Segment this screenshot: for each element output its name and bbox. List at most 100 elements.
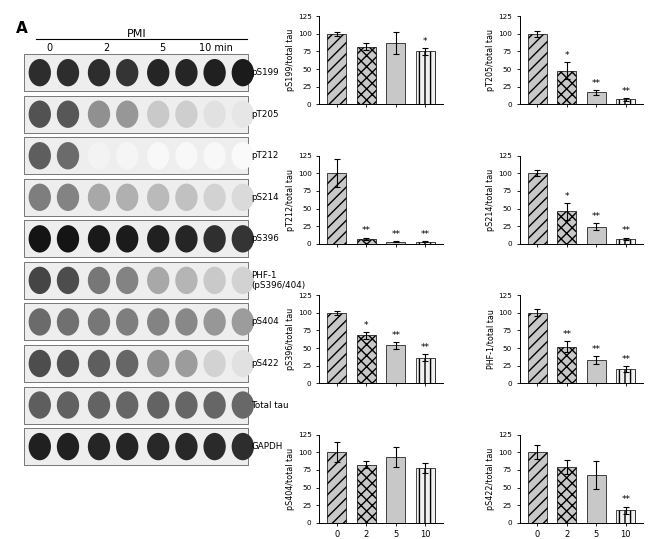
- Ellipse shape: [88, 433, 110, 460]
- Y-axis label: pS404/total tau: pS404/total tau: [286, 447, 295, 510]
- Ellipse shape: [176, 433, 198, 460]
- Ellipse shape: [147, 350, 170, 377]
- Text: pT212: pT212: [252, 151, 279, 160]
- Ellipse shape: [231, 142, 254, 169]
- Text: **: **: [621, 495, 630, 505]
- Bar: [416, 358, 435, 383]
- Ellipse shape: [57, 267, 79, 294]
- Bar: [386, 345, 406, 383]
- Ellipse shape: [116, 184, 138, 211]
- Ellipse shape: [88, 391, 110, 419]
- Ellipse shape: [231, 184, 254, 211]
- FancyBboxPatch shape: [24, 96, 248, 133]
- Y-axis label: pT212/total tau: pT212/total tau: [286, 169, 295, 231]
- Ellipse shape: [231, 225, 254, 253]
- Ellipse shape: [29, 59, 51, 86]
- Ellipse shape: [147, 101, 170, 128]
- Ellipse shape: [231, 391, 254, 419]
- Ellipse shape: [176, 101, 198, 128]
- Bar: [557, 71, 577, 105]
- Text: **: **: [592, 212, 601, 222]
- Ellipse shape: [29, 142, 51, 169]
- Y-axis label: pS396/total tau: pS396/total tau: [286, 308, 295, 370]
- Ellipse shape: [57, 391, 79, 419]
- FancyBboxPatch shape: [24, 220, 248, 257]
- Bar: [528, 452, 547, 523]
- Text: *: *: [565, 192, 569, 201]
- Ellipse shape: [57, 142, 79, 169]
- Text: 5: 5: [159, 43, 166, 52]
- Ellipse shape: [116, 308, 138, 336]
- Ellipse shape: [176, 225, 198, 253]
- Ellipse shape: [88, 184, 110, 211]
- Bar: [357, 335, 376, 383]
- Text: PMI: PMI: [127, 29, 147, 39]
- Text: 0: 0: [47, 43, 53, 52]
- Ellipse shape: [29, 308, 51, 336]
- FancyBboxPatch shape: [24, 54, 248, 91]
- Text: pS422: pS422: [252, 359, 279, 368]
- Text: pS199: pS199: [252, 68, 279, 77]
- Bar: [328, 34, 346, 105]
- FancyBboxPatch shape: [24, 345, 248, 382]
- Ellipse shape: [116, 142, 138, 169]
- Text: **: **: [421, 343, 430, 353]
- Text: **: **: [391, 230, 400, 239]
- Text: pS214: pS214: [252, 193, 279, 202]
- Text: *: *: [423, 37, 428, 46]
- Ellipse shape: [203, 142, 226, 169]
- Bar: [587, 360, 606, 383]
- Ellipse shape: [176, 142, 198, 169]
- Y-axis label: pS214/total tau: pS214/total tau: [486, 169, 495, 231]
- Bar: [528, 34, 547, 105]
- Bar: [328, 313, 346, 383]
- Ellipse shape: [147, 391, 170, 419]
- Bar: [357, 46, 376, 105]
- Bar: [587, 475, 606, 523]
- Ellipse shape: [147, 433, 170, 460]
- Text: **: **: [621, 355, 630, 364]
- Ellipse shape: [203, 184, 226, 211]
- Ellipse shape: [231, 267, 254, 294]
- Ellipse shape: [176, 267, 198, 294]
- Ellipse shape: [147, 142, 170, 169]
- Bar: [616, 369, 636, 383]
- Text: **: **: [621, 226, 630, 236]
- Ellipse shape: [29, 184, 51, 211]
- Bar: [557, 347, 577, 383]
- Text: **: **: [421, 230, 430, 239]
- Ellipse shape: [147, 225, 170, 253]
- FancyBboxPatch shape: [24, 428, 248, 465]
- Ellipse shape: [29, 225, 51, 253]
- Y-axis label: PHF-1/total tau: PHF-1/total tau: [486, 309, 495, 369]
- Ellipse shape: [29, 350, 51, 377]
- Ellipse shape: [88, 350, 110, 377]
- Ellipse shape: [116, 391, 138, 419]
- Text: **: **: [592, 79, 601, 88]
- Ellipse shape: [57, 225, 79, 253]
- Text: *: *: [565, 51, 569, 60]
- Ellipse shape: [88, 142, 110, 169]
- Bar: [357, 239, 376, 244]
- Ellipse shape: [203, 433, 226, 460]
- Ellipse shape: [147, 308, 170, 336]
- Bar: [328, 173, 346, 244]
- Ellipse shape: [29, 267, 51, 294]
- Ellipse shape: [203, 101, 226, 128]
- FancyBboxPatch shape: [24, 137, 248, 174]
- Bar: [328, 452, 346, 523]
- Ellipse shape: [88, 225, 110, 253]
- Ellipse shape: [231, 308, 254, 336]
- Ellipse shape: [203, 267, 226, 294]
- Y-axis label: pT205/total tau: pT205/total tau: [486, 29, 495, 91]
- Ellipse shape: [231, 433, 254, 460]
- Ellipse shape: [57, 101, 79, 128]
- Ellipse shape: [231, 59, 254, 86]
- Bar: [386, 43, 406, 105]
- Bar: [616, 100, 636, 105]
- FancyBboxPatch shape: [24, 179, 248, 216]
- Bar: [587, 92, 606, 105]
- Bar: [616, 239, 636, 244]
- Bar: [357, 465, 376, 523]
- Ellipse shape: [176, 350, 198, 377]
